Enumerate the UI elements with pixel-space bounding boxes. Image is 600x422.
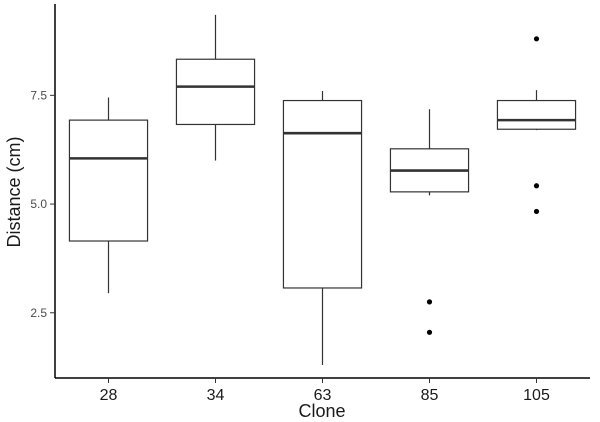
x-tick-label: 85 [421, 387, 439, 404]
iqr-box [496, 99, 577, 130]
y-tick-label: 2.5 [30, 306, 47, 320]
x-tick-label: 34 [207, 387, 225, 404]
x-axis-title: Clone [298, 401, 345, 421]
plot-area [68, 14, 577, 365]
box-group-85 [389, 109, 470, 335]
y-axis-title: Distance (cm) [4, 136, 24, 247]
iqr-box [175, 58, 256, 126]
x-tick-label: 105 [523, 387, 550, 404]
outlier-point [426, 299, 433, 305]
iqr-box [282, 99, 363, 289]
y-tick-label: 5.0 [30, 197, 47, 211]
y-tick-label: 7.5 [30, 88, 47, 102]
x-tick-label: 63 [314, 387, 332, 404]
box-group-63 [282, 90, 363, 365]
iqr-box [68, 119, 149, 242]
x-tick-label: 28 [100, 387, 118, 404]
box-group-105 [496, 36, 577, 215]
box-group-28 [68, 97, 149, 294]
axis-ticks: 28 34 63 85 105 2.5 5.0 7.5 [30, 88, 550, 404]
outlier-point [533, 208, 540, 215]
outlier-point [533, 183, 540, 189]
outlier-point [533, 36, 540, 42]
outlier-point [426, 329, 433, 335]
box-group-34 [175, 14, 256, 161]
